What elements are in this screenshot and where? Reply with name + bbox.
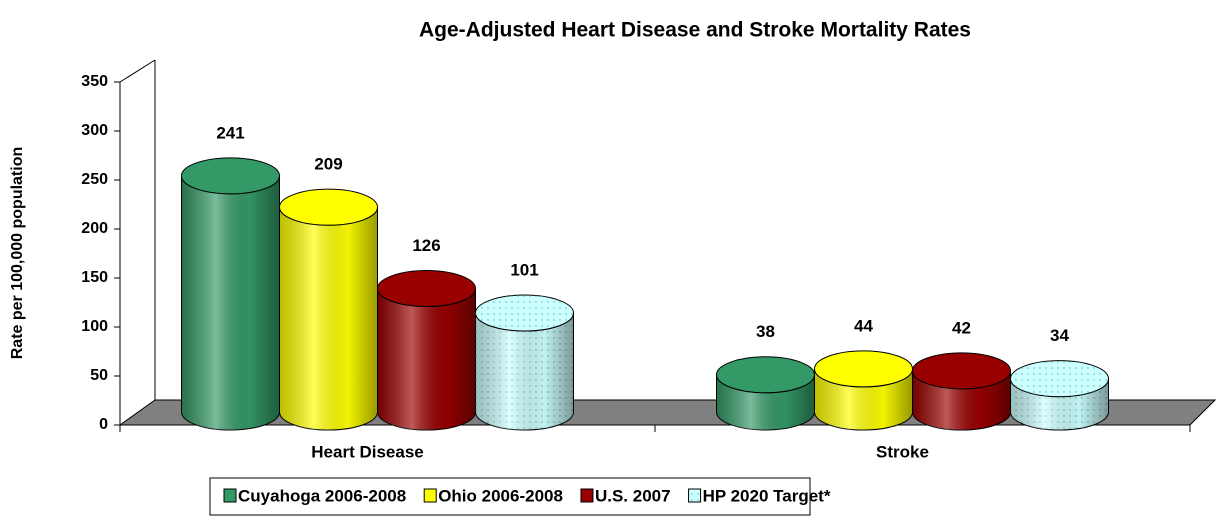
legend-swatch	[223, 488, 237, 503]
legend-swatch-texture	[688, 489, 701, 502]
legend-label: HP 2020 Target*	[703, 486, 831, 505]
side-wall-top	[119, 59, 156, 83]
bar-top	[716, 356, 815, 394]
x-tick-label: Heart Disease	[311, 442, 423, 461]
bar-shading	[279, 207, 378, 430]
bar-top-texture	[475, 295, 574, 332]
bar-shading	[814, 368, 913, 430]
bar-top	[912, 352, 1011, 390]
bar	[716, 356, 815, 431]
bar-top-texture	[1010, 360, 1109, 397]
legend-label: Cuyahoga 2006-2008	[238, 486, 406, 505]
bar-shading	[377, 288, 476, 430]
bar	[475, 294, 574, 431]
value-label: 101	[510, 261, 538, 280]
value-label: 44	[854, 316, 873, 335]
bar	[912, 352, 1011, 431]
bar	[814, 350, 913, 431]
bar-shading	[1010, 378, 1109, 430]
value-label: 209	[314, 155, 342, 174]
value-label: 38	[756, 322, 775, 341]
legend-label: Ohio 2006-2008	[438, 486, 563, 505]
y-tick-label: 250	[81, 171, 108, 188]
bar-shading	[716, 374, 815, 430]
value-label: 126	[412, 236, 440, 255]
y-tick-label: 350	[81, 73, 108, 90]
y-tick-label: 0	[99, 416, 108, 433]
x-tick-label: Stroke	[876, 442, 929, 461]
bar-top	[181, 157, 280, 195]
legend-swatch	[423, 488, 437, 503]
bar-top	[377, 270, 476, 308]
y-tick-label: 150	[81, 269, 108, 286]
legend-label: U.S. 2007	[595, 486, 671, 505]
y-tick-label: 50	[90, 367, 108, 384]
legend-box	[209, 477, 811, 516]
bar-top	[814, 350, 913, 388]
y-axis-label: Rate per 100,000 population	[9, 147, 26, 360]
bar	[1010, 360, 1109, 431]
bar	[377, 270, 476, 431]
y-tick-label: 200	[81, 220, 108, 237]
bar-shading	[912, 370, 1011, 430]
bar	[181, 157, 280, 431]
chart-title: Age-Adjusted Heart Disease and Stroke Mo…	[419, 19, 971, 42]
bar	[279, 188, 378, 431]
legend-swatch	[580, 488, 594, 503]
bar-shading	[181, 175, 280, 430]
bar-shading	[475, 313, 574, 430]
y-tick-label: 300	[81, 122, 108, 139]
bar-top	[279, 188, 378, 226]
value-label: 241	[216, 123, 244, 142]
value-label: 42	[952, 318, 971, 337]
y-tick-label: 100	[81, 318, 108, 335]
value-label: 34	[1050, 326, 1069, 345]
